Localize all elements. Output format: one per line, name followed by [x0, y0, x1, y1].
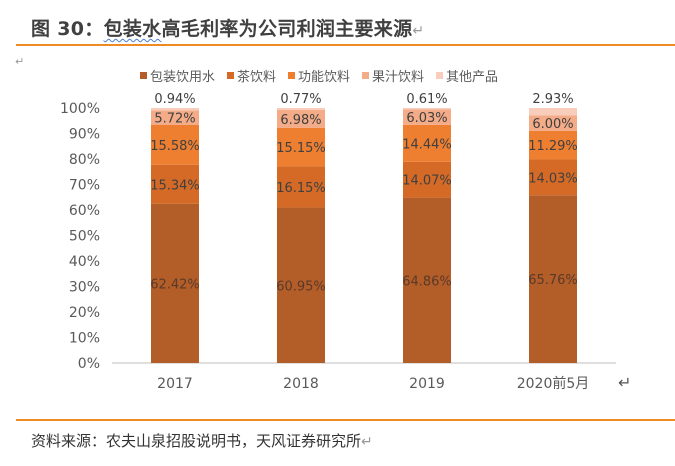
legend-swatch [288, 72, 295, 79]
bar-segment [277, 166, 325, 208]
legend-swatch [227, 72, 234, 79]
y-tick-label: 50% [69, 229, 100, 245]
y-tick-label: 20% [69, 305, 100, 321]
data-label: 14.03% [528, 171, 578, 186]
bar-segment [151, 124, 199, 165]
legend-swatch [436, 72, 443, 79]
legend-swatch [362, 72, 369, 79]
data-label: 0.61% [406, 92, 447, 107]
data-label: 0.94% [154, 92, 195, 107]
data-label: 15.34% [150, 178, 200, 193]
data-label: 6.00% [532, 117, 573, 132]
source-note: 资料来源：农夫山泉招股说明书，天风证券研究所↵ [31, 430, 373, 451]
bar-segment [529, 195, 577, 363]
x-tick-label: 2017 [157, 376, 193, 392]
y-tick-label: 60% [69, 203, 100, 219]
bar-segment [151, 108, 199, 111]
title-spellcheck-word: 包装水 [103, 18, 162, 40]
bar-segment [277, 127, 325, 167]
y-tick-label: 100% [60, 101, 100, 117]
bar-segment [151, 164, 199, 204]
legend-label: 果汁饮料 [372, 70, 424, 85]
paragraph-mark: ↵ [618, 373, 631, 392]
bar-segment [151, 203, 199, 363]
data-label: 11.29% [528, 139, 578, 154]
bar-segment [151, 110, 199, 125]
legend-swatch [140, 72, 147, 79]
data-label: 64.86% [402, 274, 452, 289]
y-tick-label: 80% [69, 152, 100, 168]
legend-label: 其他产品 [446, 70, 498, 85]
bar-segment [403, 124, 451, 162]
bar-segment [529, 130, 577, 160]
data-label: 2.93% [532, 92, 573, 107]
data-label: 6.03% [406, 111, 447, 126]
y-tick-label: 90% [69, 127, 100, 143]
bar-segment [529, 159, 577, 196]
data-label: 60.95% [276, 279, 326, 294]
paragraph-mark: ↵ [15, 55, 25, 68]
y-tick-label: 0% [78, 356, 100, 372]
data-label: 15.58% [150, 139, 200, 154]
data-label: 5.72% [154, 112, 195, 127]
x-tick-label: 2018 [283, 376, 319, 392]
data-label: 62.42% [150, 277, 200, 292]
data-label: 14.07% [402, 174, 452, 189]
source-rule [16, 419, 675, 421]
bar-segment [403, 161, 451, 198]
data-label: 6.98% [280, 113, 321, 128]
data-label: 16.15% [276, 181, 326, 196]
data-label: 65.76% [528, 273, 578, 288]
bar-segment [403, 197, 451, 363]
data-label: 15.15% [276, 141, 326, 156]
y-tick-label: 40% [69, 254, 100, 270]
title-rule [16, 44, 675, 46]
figure-title: 图 30：包装水高毛利率为公司利润主要来源↵ [31, 14, 424, 41]
x-tick-label: 2019 [409, 376, 445, 392]
bar-segment [277, 207, 325, 363]
data-label: 14.44% [402, 137, 452, 152]
legend-label: 包装饮用水 [150, 70, 215, 85]
legend-label: 茶饮料 [237, 69, 276, 85]
legend-label: 功能饮料 [298, 70, 350, 85]
title-text: 高毛利率为公司利润主要来源 [161, 18, 413, 40]
y-tick-label: 70% [69, 178, 100, 194]
bar-segment [529, 107, 577, 116]
bar-segment [403, 107, 451, 110]
bar-segment [277, 108, 325, 110]
bar-segment [277, 109, 325, 128]
x-tick-label: 2020前5月 [517, 375, 590, 392]
bar-segment [529, 115, 577, 131]
figure-label: 图 30： [31, 18, 104, 40]
paragraph-mark: ↵ [361, 434, 373, 450]
source-text: 资料来源：农夫山泉招股说明书，天风证券研究所 [31, 432, 362, 450]
y-tick-label: 10% [69, 331, 100, 347]
paragraph-mark: ↵ [412, 23, 425, 39]
data-label: 0.77% [280, 92, 321, 107]
y-tick-label: 30% [69, 280, 100, 296]
bar-segment [403, 109, 451, 125]
